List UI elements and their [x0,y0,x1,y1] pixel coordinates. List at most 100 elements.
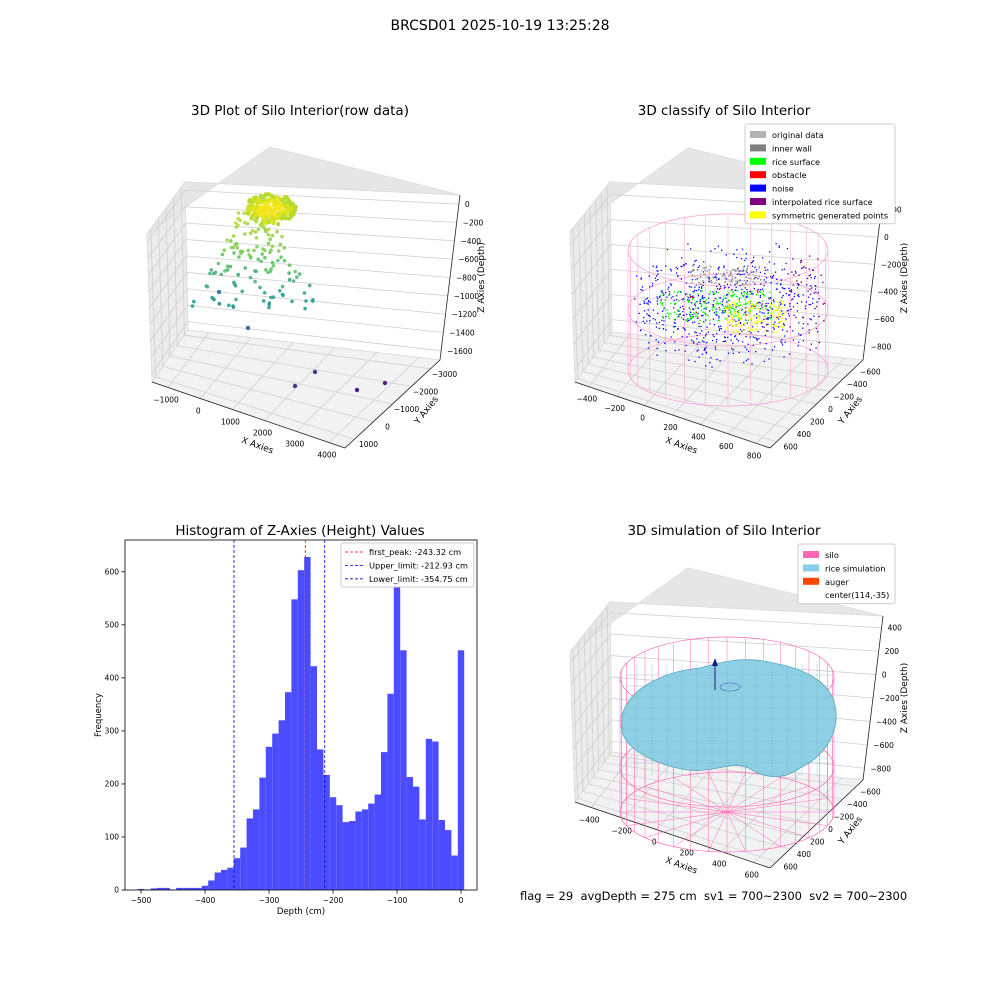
histogram-bar [246,818,253,890]
p2-noise-point [703,308,705,310]
p2-wall-point [741,283,744,285]
p2-wall-point [728,279,731,282]
p2-symmetric-point [747,326,749,329]
p1-zgrid-wall [150,288,188,342]
p2-zgrid-wall [574,319,613,370]
p2-zgrid [611,319,865,347]
p2-noise-point [770,316,772,319]
p1-point [295,275,299,280]
p1-point [236,211,241,215]
p2-noise-point [813,292,815,294]
panel2-title: 3D classify of Silo Interior [637,103,811,119]
p2-interp-point [760,283,762,285]
p2-noise-point [660,269,662,272]
p2-noise-point [822,281,824,284]
p1-zgrid [186,272,448,297]
p2-rice-point [704,307,706,309]
p2-symmetric-point [771,313,774,316]
p2-noise-point [725,297,727,299]
p2-noise-point [696,290,698,292]
p2-rice-point [706,306,708,308]
p2-rice-point [685,319,687,322]
p2-noise-point [737,268,739,270]
p2-noise-point [733,335,736,338]
p1-point [304,299,308,303]
p2-xtick-label: 800 [747,451,762,460]
p2-noise-point [695,332,697,334]
p2-noise-point [779,284,782,286]
p2-noise-point [703,261,705,263]
p2-noise-point [797,333,800,335]
p2-symmetric-point [770,312,772,315]
p1-point-top [282,200,287,205]
p2-symmetric-point [784,320,786,322]
p2-legend-swatch [750,171,766,179]
p2-symmetric-point [781,326,784,328]
p4-legend-swatch [803,551,819,558]
histogram-bar [304,556,311,890]
p2-noise-point [779,316,781,318]
p2-symmetric-point [742,314,745,317]
p2-ytick-label: 400 [797,430,812,439]
p2-noise-point [647,347,649,349]
p1-point [267,301,272,305]
p2-symmetric-point [773,325,775,327]
p2-noise-point [692,341,694,343]
p2-wall-point [745,271,748,273]
p2-interp-point [808,275,810,277]
p2-symmetric-point [727,307,730,310]
p2-noise-point [728,299,730,302]
p2-noise-point [663,307,665,309]
p2-rice-point [735,295,737,297]
p4-legend-label: auger [825,577,849,587]
p2-noise-point [676,298,678,301]
p4-xtick-label: 400 [712,860,727,869]
p2-wall-point [702,267,705,269]
p2-noise-point [640,289,642,291]
histogram-bar [265,746,273,890]
p1-ztick-label: −800 [456,274,477,283]
p2-noise-point [776,288,778,290]
p1-point-top [274,206,280,211]
p2-noise-point [665,329,667,331]
p2-legend-swatch [750,198,766,205]
p2-noise-point [715,291,717,293]
p2-ygrid-wall [601,192,605,343]
p2-wall-point [706,270,708,273]
p2-rice-point [738,304,740,307]
p2-noise-point [779,291,781,293]
p2-noise-point [702,271,705,273]
p2-noise-point [694,260,696,262]
p1-point [262,225,266,230]
p1-point [293,269,298,274]
p2-interp-point [765,318,768,320]
p2-wall-point [714,282,716,284]
p2-wall-point [709,265,711,267]
p2-noise-point [785,318,787,320]
p2-noise-point [661,290,663,292]
p2-ygrid-wall [578,221,584,372]
p2-obstacle-point [757,291,759,293]
p2-noise-point [635,275,638,277]
p2-noise-point [784,288,786,290]
p2-rice-point [732,295,734,297]
p2-noise-point [744,259,746,262]
p1-point [278,242,283,247]
p2-rice-point [732,292,735,294]
status-footer: flag = 29 avgDepth = 275 cm sv1 = 700~23… [520,889,908,903]
p2-noise-point [743,329,745,331]
p2-wall-point [753,277,756,279]
p2-noise-point [802,294,804,296]
p2-noise-point [665,292,667,294]
p2-symmetric-point [726,316,729,319]
p2-wall-point [736,269,738,272]
p1-point [228,264,233,269]
p2-noise-point [783,356,785,358]
p2-rice-point [703,302,706,304]
p2-noise-point [711,366,713,368]
p2-noise-point [678,310,680,312]
p2-noise-point [770,302,773,304]
p2-interp-point [786,310,789,312]
histogram-bar [432,741,439,890]
histogram-bar [278,720,285,890]
